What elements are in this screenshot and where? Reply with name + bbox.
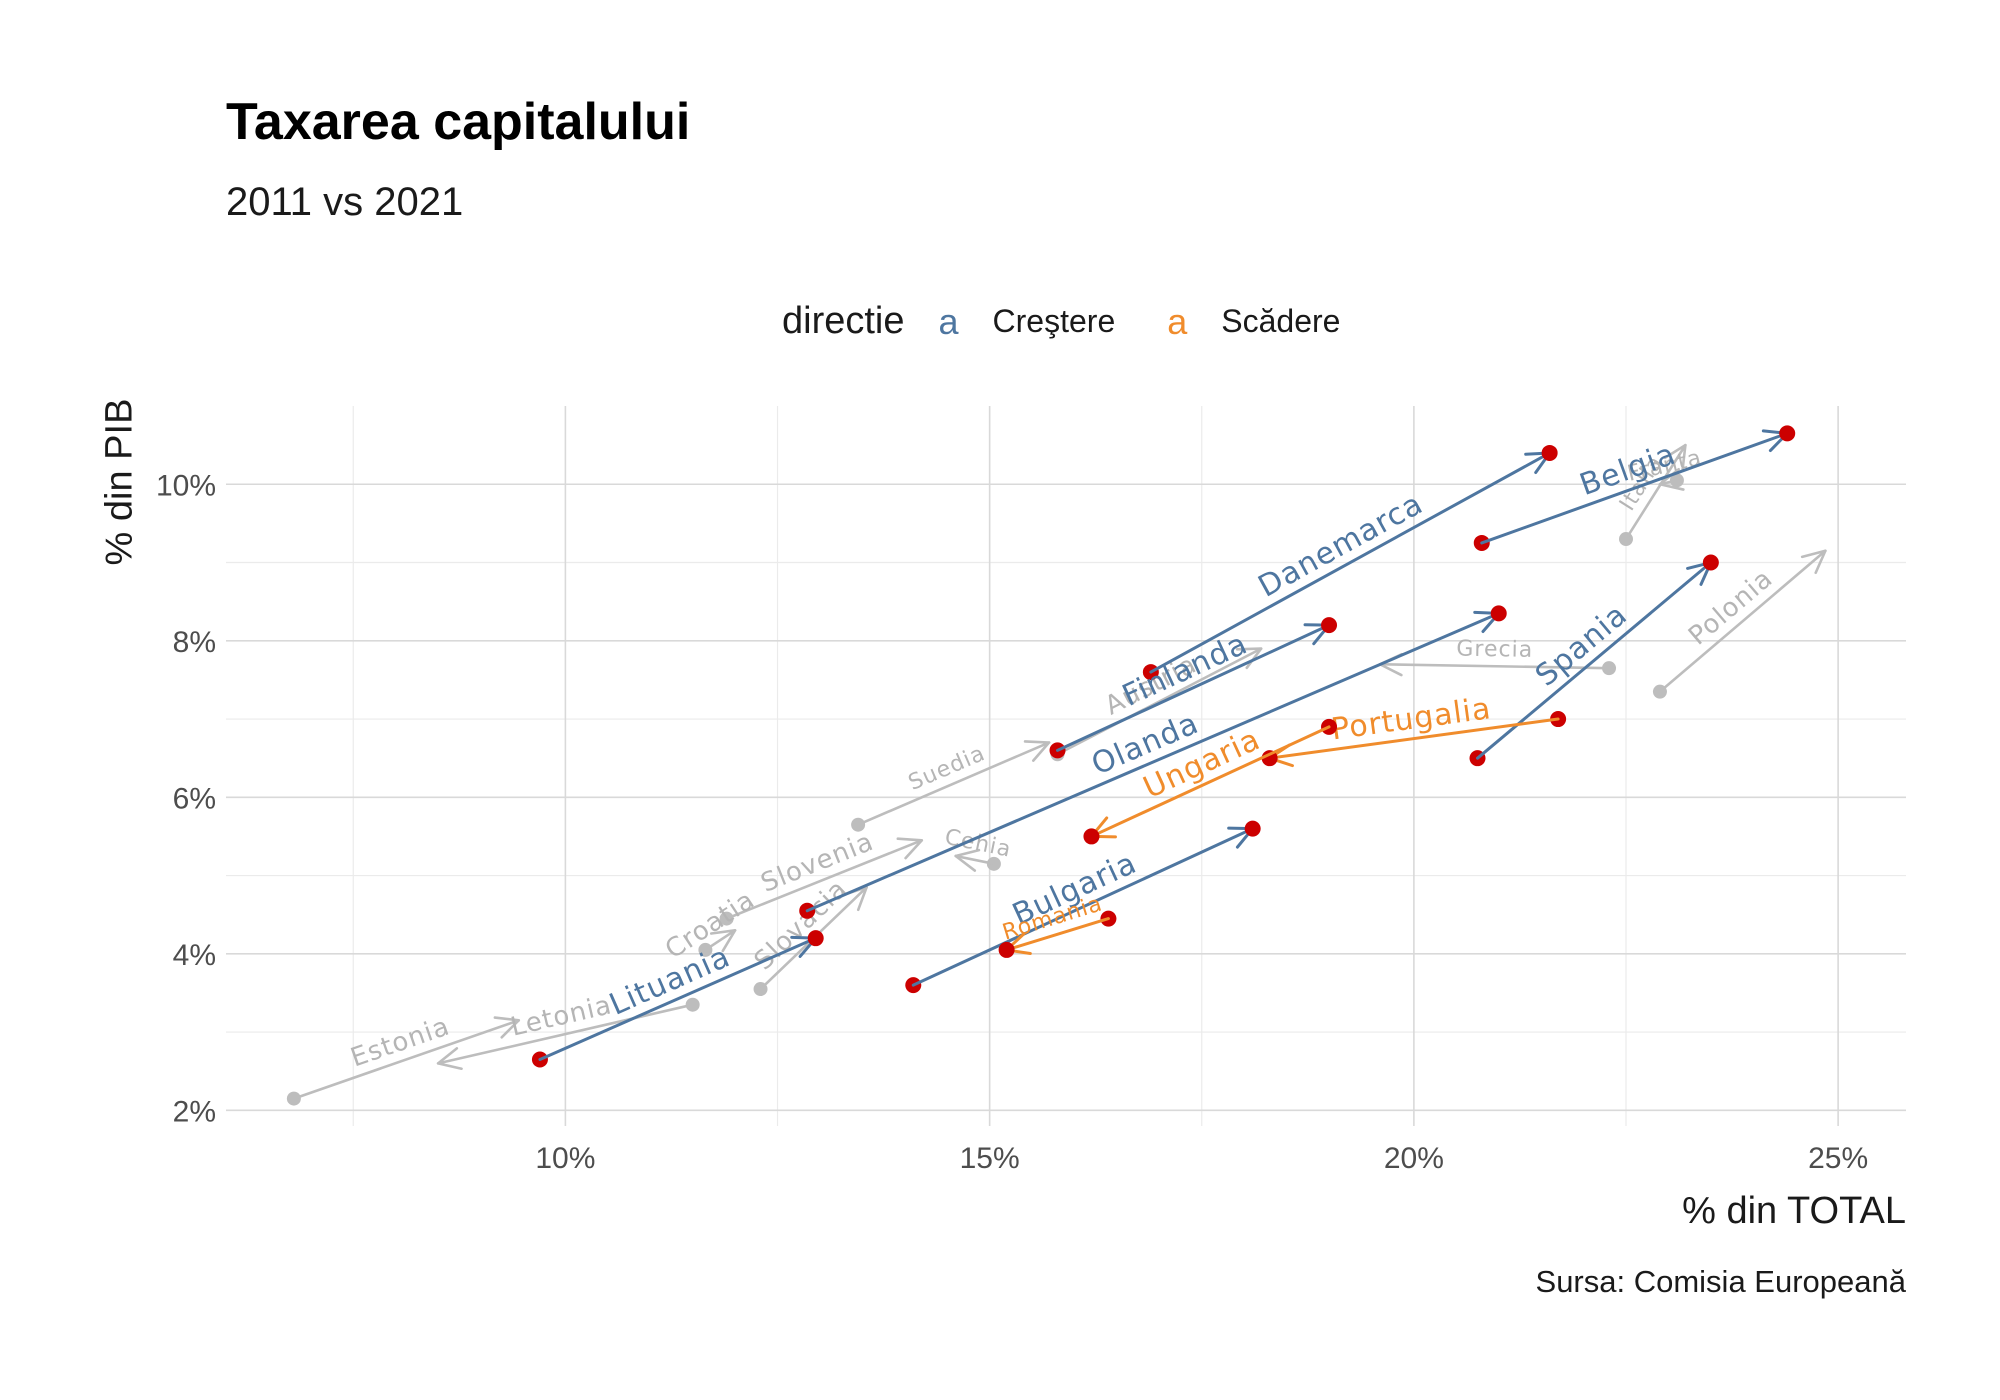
y-tick-label: 6% [173, 782, 216, 815]
y-tick-label: 10% [156, 469, 216, 502]
arrow-shaft [805, 611, 1501, 913]
legend-title: directie [782, 300, 905, 342]
point-2021-spania [1702, 554, 1719, 571]
series-label-danemarca: Danemarca [1253, 486, 1429, 604]
arrow-head [1800, 549, 1827, 575]
arrow-head [710, 929, 737, 953]
arrow-suedia [856, 740, 1051, 826]
legend-key-scadere: a [1167, 300, 1188, 342]
arrow-shaft [954, 854, 996, 866]
y-tick-label: 8% [173, 626, 216, 659]
arrow-croatia [704, 929, 737, 953]
arrow-polonia [1658, 549, 1827, 693]
series-label-spania: Spania [1529, 597, 1634, 693]
arrow-shaft [1378, 662, 1611, 670]
point-2021-romania [998, 941, 1015, 958]
x-tick-label: 20% [1384, 1142, 1444, 1175]
arrow-shaft [538, 936, 818, 1061]
arrow-shaft [1005, 917, 1110, 952]
arrow-shaft [1268, 717, 1560, 760]
point-2021-olanda [1490, 605, 1507, 622]
arrow-estonia [292, 1016, 521, 1100]
arrow-slovenia [725, 837, 924, 920]
x-tick-label: 10% [535, 1142, 595, 1175]
chart-subtitle: 2011 vs 2021 [226, 180, 464, 224]
arrow-cehia [954, 848, 996, 872]
point-2021-ungaria [1083, 828, 1100, 845]
y-tick-label: 2% [173, 1095, 216, 1128]
y-axis-title: % din PIB [98, 398, 141, 566]
arrow-shaft [1056, 647, 1263, 756]
source-caption: Sursa: Comisia Europeană [1535, 1264, 1906, 1299]
point-2021-finlanda [1321, 617, 1338, 634]
arrow-head [954, 848, 981, 872]
y-tick-label: 4% [173, 939, 216, 972]
legend-label-crestere: Creştere [992, 303, 1116, 339]
arrow-shaft [704, 929, 737, 952]
point-2021-bulgaria [1244, 820, 1261, 837]
x-tick-label: 25% [1808, 1142, 1868, 1175]
arrow-shaft [1658, 549, 1827, 693]
arrow-shaft [911, 827, 1255, 987]
arrow-italia [1624, 443, 1687, 541]
legend-label-scadere: Scădere [1221, 303, 1341, 339]
arrow-shaft [1624, 443, 1687, 541]
arrow-shaft [1089, 725, 1331, 838]
point-2021-danemarca [1541, 444, 1558, 461]
point-2021-belgia [1779, 425, 1796, 442]
arrow-shaft [292, 1019, 521, 1100]
legend: directie a Creştere a Scădere [782, 300, 1392, 343]
arrow-head [1023, 740, 1051, 762]
x-axis-title: % din TOTAL [1682, 1190, 1906, 1232]
arrow-head [436, 1047, 463, 1071]
arrow-shaft [436, 1003, 694, 1065]
arrow-shaft [1480, 431, 1789, 545]
arrow-shaft [725, 839, 924, 920]
arrow-shaft [1056, 623, 1331, 752]
series-label-polonia: Polonia [1683, 564, 1779, 652]
x-tick-label: 15% [960, 1142, 1020, 1175]
arrow-letonia [436, 1003, 694, 1071]
point-2021-portugalia [1261, 750, 1278, 767]
arrow-shaft [1149, 451, 1552, 674]
point-2021-lituania [807, 930, 824, 947]
arrow-head [1663, 443, 1687, 471]
series-label-cehia: Cehia [943, 825, 1014, 863]
arrow-shaft [856, 741, 1051, 826]
chart-title: Taxarea capitalului [226, 93, 691, 151]
arrow-olanda [805, 610, 1501, 913]
series-label-grecia: Grecia [1456, 637, 1533, 663]
legend-key-crestere: a [938, 300, 959, 342]
arrow-head [896, 837, 924, 860]
arrow-head [493, 1016, 521, 1039]
